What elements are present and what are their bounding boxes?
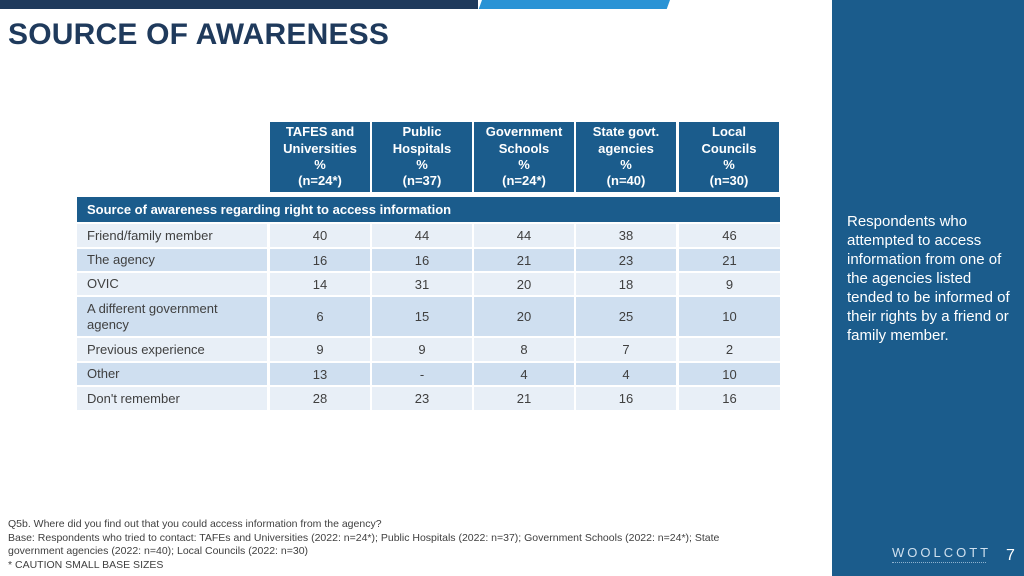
table-cell: 9: [270, 338, 370, 361]
table-cell: 23: [372, 387, 472, 410]
column-header-line: Public: [402, 124, 442, 140]
table-row: Friend/family member 40 44 44 38 46: [77, 224, 780, 247]
logo-tagline-rule: [892, 562, 986, 565]
column-header-line: TAFES and: [285, 124, 355, 140]
column-header-line: %: [620, 157, 632, 172]
table-cell: 13: [270, 363, 370, 385]
page-title: SOURCE OF AWARENESS: [8, 18, 390, 51]
column-header-line: Schools: [498, 140, 550, 156]
column-header-line: (n=37): [402, 173, 442, 189]
table-row: Other 13 - 4 4 10: [77, 363, 780, 385]
section-heading: Source of awareness regarding right to a…: [77, 197, 780, 222]
table-row: OVIC 14 31 20 18 9: [77, 273, 780, 295]
footnote-question: Q5b. Where did you find out that you cou…: [8, 518, 382, 530]
table-cell: -: [372, 363, 472, 385]
row-label: A different government agency: [77, 297, 237, 336]
column-header-line: agencies: [598, 140, 654, 156]
top-accent-bar-light: [478, 0, 670, 9]
table-cell: 6: [270, 297, 370, 336]
row-label: Friend/family member: [77, 224, 267, 247]
column-header-hospitals: Public Hospitals % (n=37): [372, 122, 472, 192]
column-header-line: (n=24*): [502, 173, 546, 189]
table-row: A different government agency 6 15 20 25…: [77, 297, 780, 336]
table-cell: 4: [576, 363, 676, 385]
column-header-line: (n=30): [709, 173, 749, 189]
row-label: Previous experience: [77, 338, 267, 361]
table-cell: 18: [576, 273, 676, 295]
column-header-line: (n=40): [606, 173, 646, 189]
column-header-line: (n=24*): [298, 173, 342, 189]
table-cell: 14: [270, 273, 370, 295]
table-cell: 16: [270, 249, 370, 271]
table-cell: 10: [679, 297, 780, 336]
footnote-base: Base: Respondents who tried to contact: …: [8, 531, 720, 544]
column-header-line: Councils: [701, 140, 757, 156]
table-cell: 44: [372, 224, 472, 247]
table-cell: 44: [474, 224, 574, 247]
table-cell: 16: [372, 249, 472, 271]
column-header-line: Local: [712, 124, 746, 140]
table-cell: 20: [474, 273, 574, 295]
table-cell: 21: [474, 249, 574, 271]
table-cell: 21: [679, 249, 780, 271]
column-header-line: Hospitals: [392, 140, 452, 156]
footnote-caution: * CAUTION SMALL BASE SIZES: [8, 558, 164, 571]
column-header-line: State govt.: [592, 124, 660, 140]
table-cell: 10: [679, 363, 780, 385]
column-header-line: %: [314, 157, 326, 172]
table-cell: 16: [576, 387, 676, 410]
column-header-line: Universities: [283, 140, 357, 156]
row-label: Don't remember: [77, 387, 267, 410]
table-row: Don't remember 28 23 21 16 16: [77, 387, 780, 410]
row-label: Other: [77, 363, 267, 385]
table-cell: 8: [474, 338, 574, 361]
table-cell: 15: [372, 297, 472, 336]
column-header-line: Government: [485, 124, 563, 140]
table-cell: 9: [372, 338, 472, 361]
table-cell: 7: [576, 338, 676, 361]
table-cell: 9: [679, 273, 780, 295]
side-panel: Respondents who attempted to access info…: [832, 0, 1024, 576]
table-row: Previous experience 9 9 8 7 2: [77, 338, 780, 361]
row-label: The agency: [77, 249, 267, 271]
column-header-line: %: [416, 157, 428, 172]
table-cell: 28: [270, 387, 370, 410]
row-label-pad: [237, 297, 267, 336]
footnote: Q5b. Where did you find out that you cou…: [8, 518, 788, 572]
footnote-base-continued: government agencies (2022: n=40); Local …: [8, 545, 309, 557]
side-note: Respondents who attempted to access info…: [847, 213, 1010, 344]
column-header-state-agencies: State govt. agencies % (n=40): [576, 122, 676, 192]
table-cell: 21: [474, 387, 574, 410]
table-cell: 23: [576, 249, 676, 271]
table-row: The agency 16 16 21 23 21: [77, 249, 780, 271]
table-cell: 25: [576, 297, 676, 336]
column-header-councils: Local Councils % (n=30): [679, 122, 779, 192]
table-cell: 40: [270, 224, 370, 247]
page-number: 7: [1006, 547, 1015, 564]
column-header-tafes: TAFES and Universities % (n=24*): [270, 122, 370, 192]
table-cell: 2: [679, 338, 780, 361]
column-header-line: %: [518, 157, 530, 172]
table-cell: 46: [679, 224, 780, 247]
woolcott-logo: WOOLCOTT: [892, 545, 992, 560]
table-cell: 31: [372, 273, 472, 295]
table-cell: 38: [576, 224, 676, 247]
column-header-line: %: [723, 157, 735, 172]
table-cell: 20: [474, 297, 574, 336]
row-label: OVIC: [77, 273, 267, 295]
top-accent-bar-dark: [0, 0, 478, 9]
table-cell: 4: [474, 363, 574, 385]
table-cell: 16: [679, 387, 780, 410]
column-header-schools: Government Schools % (n=24*): [474, 122, 574, 192]
